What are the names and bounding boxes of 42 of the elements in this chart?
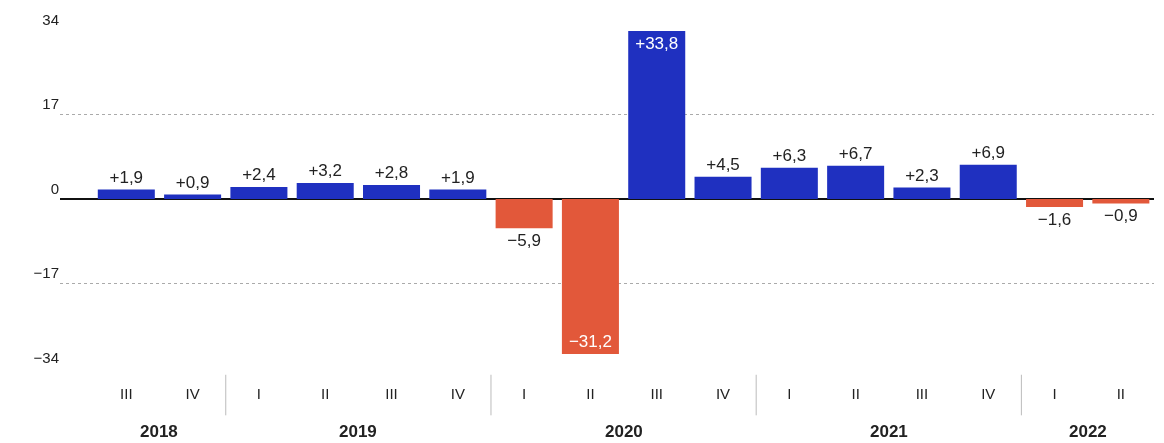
x-tick-label: II xyxy=(851,385,860,402)
x-tick-label: II xyxy=(586,385,595,402)
y-tick-label: −17 xyxy=(33,264,59,282)
data-label: +2,4 xyxy=(242,165,276,185)
data-label: −5,9 xyxy=(507,231,541,251)
data-label: +2,3 xyxy=(905,165,939,185)
data-label: −1,6 xyxy=(1037,209,1072,229)
data-label: +1,9 xyxy=(441,167,475,187)
y-tick-label: 0 xyxy=(50,179,59,197)
x-tick-label: I xyxy=(256,385,261,402)
data-label: +0,9 xyxy=(175,172,210,192)
text: 2020 xyxy=(605,422,643,441)
data-label: +2,8 xyxy=(374,163,409,183)
x-tick-label: IV xyxy=(450,385,465,402)
x-tick-label: I xyxy=(787,385,792,402)
y-tick-label: 34 xyxy=(42,10,59,28)
x-tick-label: IV xyxy=(185,385,200,402)
text: 2022 xyxy=(1069,422,1107,441)
text: 2019 xyxy=(339,422,377,441)
data-label: +6,3 xyxy=(772,145,807,165)
text: 2021 xyxy=(870,422,908,441)
x-tick-label: IV xyxy=(981,385,996,402)
data-label: −31,2 xyxy=(568,332,612,352)
data-label: +6,7 xyxy=(838,143,873,163)
data-label: +4,5 xyxy=(706,154,740,174)
x-tick-label: II xyxy=(321,385,330,402)
x-tick-label: III xyxy=(650,385,663,402)
data-label: +6,9 xyxy=(971,142,1006,162)
y-tick-label: 17 xyxy=(42,95,59,113)
x-tick-label: I xyxy=(1052,385,1057,402)
x-tick-label: III xyxy=(915,385,929,402)
data-label: +33,8 xyxy=(635,33,679,53)
data-label: +3,2 xyxy=(308,161,342,181)
data-label: +1,9 xyxy=(109,167,144,187)
x-tick-label: II xyxy=(1116,385,1126,402)
x-tick-label: IV xyxy=(715,385,731,402)
x-tick-label: I xyxy=(522,385,527,402)
data-label: −0,9 xyxy=(1104,206,1138,226)
text: 2018 xyxy=(140,422,178,441)
y-tick-label: −34 xyxy=(33,348,59,366)
x-tick-label: III xyxy=(385,385,398,402)
x-tick-label: III xyxy=(120,385,133,402)
